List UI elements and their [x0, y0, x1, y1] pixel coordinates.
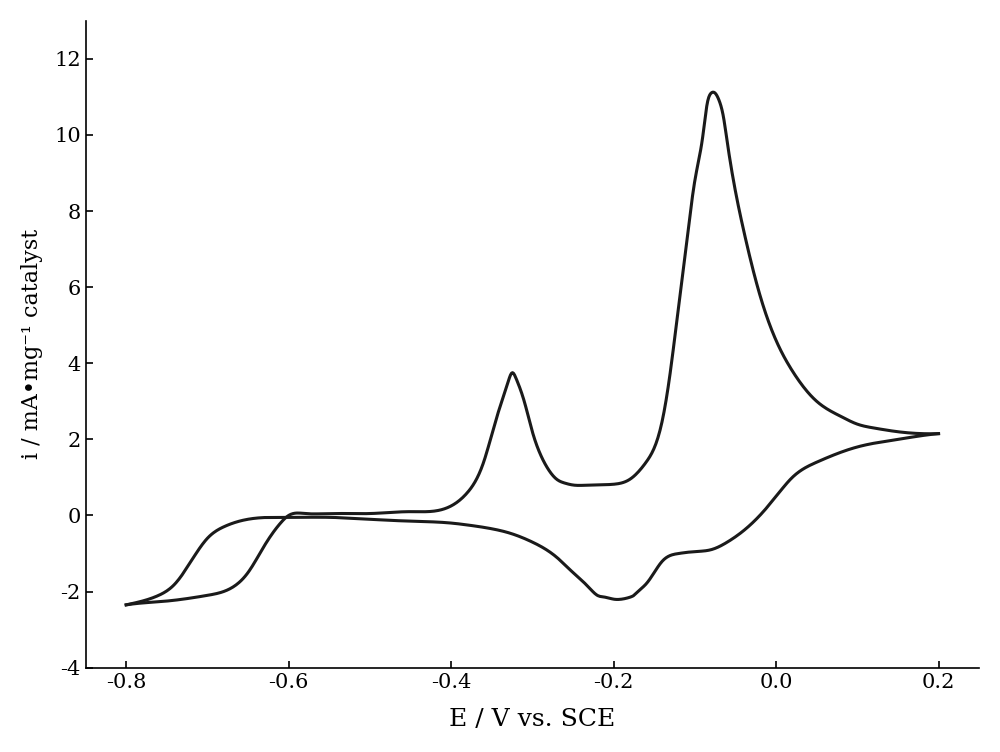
X-axis label: E / V vs. SCE: E / V vs. SCE: [449, 708, 615, 731]
Y-axis label: i / mA•mg⁻¹ catalyst: i / mA•mg⁻¹ catalyst: [21, 229, 43, 459]
